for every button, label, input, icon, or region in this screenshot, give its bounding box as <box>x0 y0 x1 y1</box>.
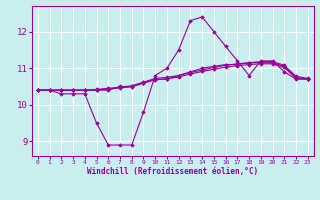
X-axis label: Windchill (Refroidissement éolien,°C): Windchill (Refroidissement éolien,°C) <box>87 167 258 176</box>
